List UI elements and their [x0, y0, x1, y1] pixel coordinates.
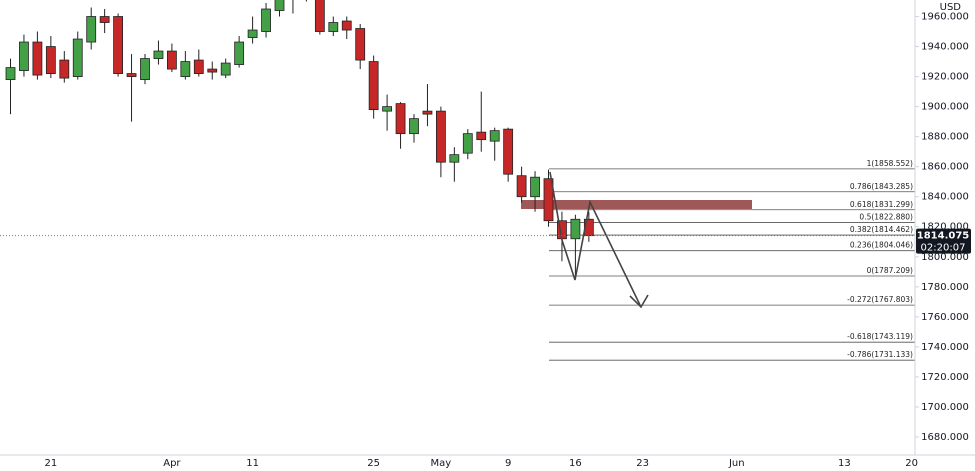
fib-label: -0.618(1743.119): [847, 332, 913, 341]
candle-body: [409, 118, 419, 135]
candle-body: [72, 38, 83, 77]
candle-body: [166, 50, 177, 70]
candle-body: [274, 0, 285, 11]
x-tick-label: May: [431, 458, 452, 469]
candle-body: [516, 175, 527, 198]
x-tick-label: Apr: [163, 458, 181, 469]
x-tick-label: 11: [246, 458, 259, 469]
candle-body: [113, 16, 123, 74]
fib-label: 1(1858.552): [867, 159, 913, 168]
fib-label: 0.5(1822.880): [859, 212, 913, 221]
candle-body: [435, 110, 446, 163]
candle-body: [341, 20, 352, 31]
candle-body: [395, 103, 406, 135]
y-tick-label: 1900.000: [921, 102, 969, 113]
candle-body: [328, 22, 339, 32]
candle-body: [261, 8, 271, 32]
countdown-label: 02:20:07: [921, 243, 966, 254]
candle-body: [193, 59, 204, 74]
arrow-head: [629, 294, 649, 309]
candle-body: [422, 110, 433, 115]
candle-body: [207, 68, 218, 73]
candle-body: [126, 73, 137, 77]
x-tick-label: 20: [905, 458, 918, 469]
x-tick-label: Jun: [728, 458, 745, 469]
candle-body: [368, 61, 379, 111]
candle-body: [570, 218, 581, 240]
supply-zone: [521, 200, 752, 209]
candle-body: [462, 133, 473, 154]
candle-body: [489, 130, 500, 142]
y-tick-label: 1720.000: [921, 372, 969, 383]
currency: USD: [940, 2, 962, 13]
plot-area: [5, 0, 915, 361]
y-tick-label: 1680.000: [921, 432, 969, 443]
candle-body: [543, 178, 554, 222]
candle-body: [5, 67, 16, 80]
x-tick-label: 13: [838, 458, 851, 469]
y-tick-label: 1940.000: [921, 42, 969, 53]
y-tick-label: 1960.000: [921, 12, 969, 23]
candle-body: [247, 29, 258, 38]
candle-body: [180, 61, 191, 77]
candle-body: [45, 46, 56, 74]
current-price-label: 1814.075: [917, 231, 970, 242]
y-tick-label: 1700.000: [921, 402, 969, 413]
y-tick-label: 1920.000: [921, 72, 969, 83]
candle-body: [234, 41, 245, 65]
y-tick-label: 1860.000: [921, 162, 969, 173]
x-tick-label: 9: [505, 458, 511, 469]
y-tick-label: 1740.000: [921, 342, 969, 353]
x-tick-label: 21: [44, 458, 57, 469]
fib-label: 0.382(1814.462): [850, 225, 913, 234]
x-tick-label: 25: [367, 458, 380, 469]
fib-label: -0.272(1767.803): [847, 295, 913, 304]
candle-body: [220, 62, 231, 76]
fib-label: 0(1787.209): [867, 266, 913, 275]
candle-body: [32, 41, 43, 76]
fib-label: -0.786(1731.133): [847, 350, 913, 359]
candle-body: [382, 106, 393, 112]
y-tick-label: 1800.000: [921, 252, 969, 263]
candle-body: [19, 41, 29, 71]
y-tick-label: 1780.000: [921, 282, 969, 293]
candle-body: [355, 28, 366, 61]
candle-body: [153, 50, 164, 59]
candle-body: [503, 128, 514, 175]
candle-body: [476, 131, 487, 141]
candle-body: [530, 176, 540, 198]
candle-body: [59, 59, 70, 79]
candle-body: [314, 0, 325, 32]
projection-arrow: [549, 171, 641, 306]
fib-label: 0.618(1831.299): [850, 200, 913, 209]
y-tick-label: 1820.000: [921, 222, 969, 233]
x-tick-label: 23: [636, 458, 649, 469]
y-tick-label: 1880.000: [921, 132, 969, 143]
candle-body: [140, 58, 150, 80]
y-tick-label: 1760.000: [921, 312, 969, 323]
candle-body: [449, 154, 460, 163]
fib-label: 0.786(1843.285): [850, 182, 913, 191]
candle-body: [86, 16, 97, 43]
y-tick-label: 1840.000: [921, 192, 969, 203]
fib-label: 0.236(1804.046): [850, 241, 913, 250]
price-box: [916, 228, 971, 254]
x-tick-label: 16: [569, 458, 582, 469]
candle-body: [99, 16, 110, 23]
